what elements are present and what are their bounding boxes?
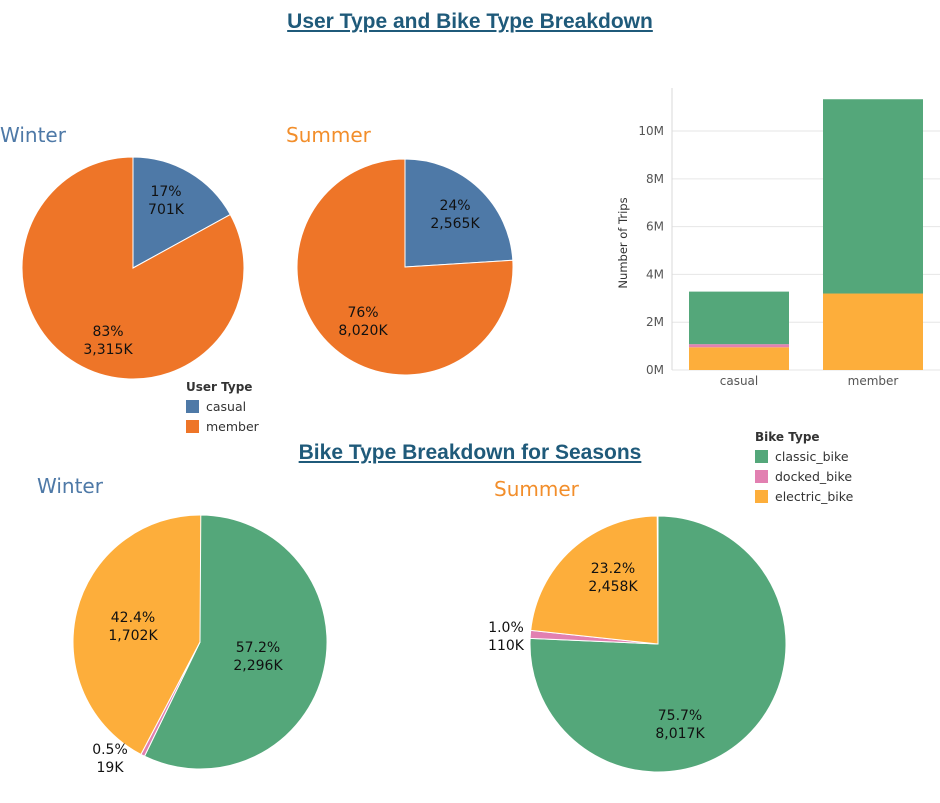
bar-segment-casual-docked-bike[interactable] bbox=[689, 344, 789, 348]
user-summer-label: Summer bbox=[286, 123, 371, 147]
pie-slice-member[interactable] bbox=[296, 158, 514, 376]
slice-pct-label: 75.7% bbox=[658, 708, 702, 724]
pie-slice-casual[interactable] bbox=[404, 158, 514, 268]
legend-label-electric-bike: electric_bike bbox=[775, 488, 854, 504]
bar-segment-casual-electric-bike[interactable] bbox=[689, 347, 789, 370]
pie-slice-classic-bike[interactable] bbox=[143, 514, 328, 770]
y-tick-label: 0M bbox=[646, 363, 664, 377]
pie-user-summer: 24% 2,565K 76% 8,020K bbox=[296, 158, 514, 376]
pie-slice-electric-bike[interactable] bbox=[72, 514, 202, 756]
legend-item-member[interactable]: member bbox=[186, 416, 259, 436]
legend-label-casual: casual bbox=[206, 398, 247, 414]
pie-bike-summer: 75.7% 8,017K 1.0% 110K 23.2% 2,458K bbox=[488, 515, 787, 773]
user-type-legend-title: User Type bbox=[186, 380, 253, 394]
slice-value-label: 2,458K bbox=[588, 579, 638, 595]
slice-pct-label: 83% bbox=[92, 324, 123, 340]
slice-pct-label: 24% bbox=[439, 198, 470, 214]
slice-pct-label: 76% bbox=[347, 305, 378, 321]
slice-pct-label: 23.2% bbox=[591, 561, 635, 577]
pie-user-winter: 17% 701K 83% 3,315K bbox=[21, 156, 245, 380]
bar-segment-member-classic-bike[interactable] bbox=[823, 99, 923, 294]
electric-bike-swatch bbox=[755, 489, 768, 503]
y-axis-title: Number of Trips bbox=[616, 197, 630, 288]
classic-bike-swatch bbox=[755, 449, 768, 463]
bar-segment-member-electric-bike[interactable] bbox=[823, 293, 923, 370]
legend-item-casual[interactable]: casual bbox=[186, 396, 259, 416]
x-category-label: member bbox=[848, 374, 899, 388]
legend-item-classic-bike[interactable]: classic_bike bbox=[755, 446, 853, 466]
slice-pct-label: 42.4% bbox=[111, 610, 155, 626]
slice-value-label: 701K bbox=[148, 202, 185, 218]
user-type-legend: User Type casual member bbox=[186, 380, 259, 436]
docked-bike-swatch bbox=[755, 469, 768, 483]
legend-item-electric-bike[interactable]: electric_bike bbox=[755, 486, 853, 506]
bike-type-legend: Bike Type classic_bike docked_bike elect… bbox=[755, 430, 853, 506]
slice-value-label: 19K bbox=[97, 760, 125, 776]
trips-stacked-bar-chart: 0M 2M 4M 6M 8M 10M Number of Trips casual member bbox=[616, 88, 940, 388]
pie-slice-member[interactable] bbox=[21, 156, 245, 380]
member-swatch bbox=[186, 419, 199, 433]
slice-value-label: 2,565K bbox=[430, 216, 480, 232]
pie-slice-electric-bike[interactable] bbox=[530, 515, 659, 645]
y-tick-label: 4M bbox=[646, 267, 664, 281]
x-category-label: casual bbox=[720, 374, 759, 388]
slice-value-label: 1,702K bbox=[108, 628, 158, 644]
y-tick-label: 10M bbox=[638, 124, 664, 138]
bike-type-section-title: Bike Type Breakdown for Seasons bbox=[298, 441, 642, 464]
y-tick-label: 6M bbox=[646, 220, 664, 234]
bar-segment-casual-classic-bike[interactable] bbox=[689, 291, 789, 345]
slice-value-label: 2,296K bbox=[233, 658, 283, 674]
slice-value-label: 3,315K bbox=[83, 342, 133, 358]
legend-label-docked-bike: docked_bike bbox=[775, 468, 853, 484]
slice-pct-label: 0.5% bbox=[92, 742, 128, 758]
bike-summer-label: Summer bbox=[494, 477, 579, 501]
legend-item-docked-bike[interactable]: docked_bike bbox=[755, 466, 853, 486]
y-tick-label: 2M bbox=[646, 315, 664, 329]
slice-value-label: 8,017K bbox=[655, 726, 705, 742]
user-winter-label: Winter bbox=[0, 123, 66, 147]
y-tick-label: 8M bbox=[646, 172, 664, 186]
pie-slice-casual[interactable] bbox=[132, 156, 231, 269]
slice-pct-label: 57.2% bbox=[236, 640, 280, 656]
legend-label-classic-bike: classic_bike bbox=[775, 448, 849, 464]
bike-type-legend-title: Bike Type bbox=[755, 430, 820, 444]
slice-pct-label: 17% bbox=[150, 184, 181, 200]
pie-bike-winter: 57.2% 2,296K 0.5% 19K 42.4% 1,702K bbox=[72, 514, 328, 776]
slice-value-label: 8,020K bbox=[338, 323, 388, 339]
casual-swatch bbox=[186, 399, 199, 413]
dashboard-title: User Type and Bike Type Breakdown bbox=[287, 10, 653, 33]
bike-winter-label: Winter bbox=[37, 474, 103, 498]
legend-label-member: member bbox=[206, 418, 259, 434]
pie-slice-classic-bike[interactable] bbox=[529, 515, 787, 773]
slice-value-label: 110K bbox=[488, 638, 525, 654]
slice-pct-label: 1.0% bbox=[488, 620, 524, 636]
